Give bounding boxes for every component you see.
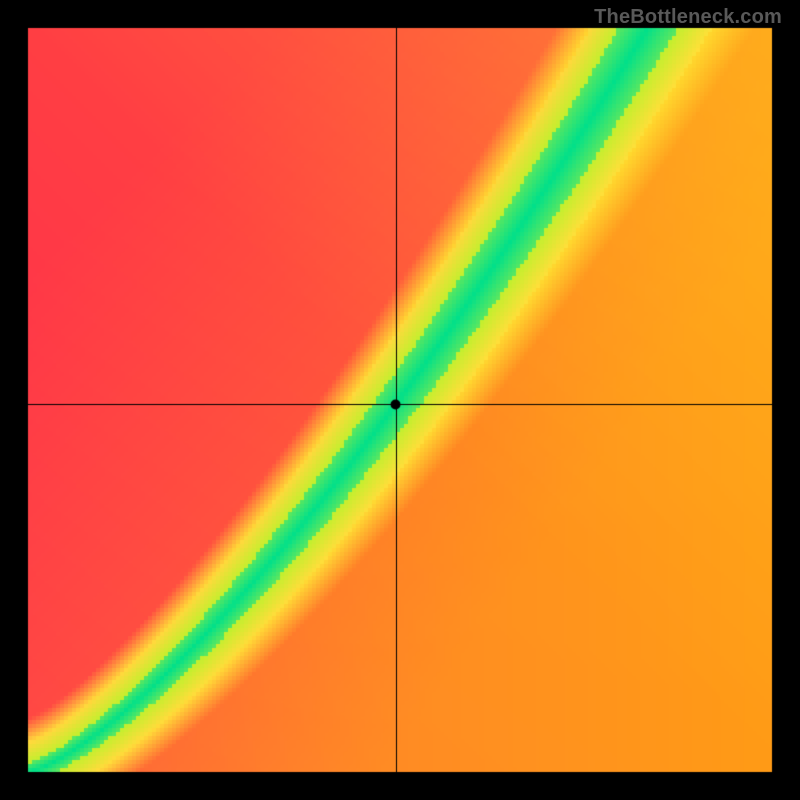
- watermark-text: TheBottleneck.com: [594, 6, 782, 29]
- chart-container: TheBottleneck.com: [0, 0, 800, 800]
- heatmap-canvas: [0, 0, 800, 800]
